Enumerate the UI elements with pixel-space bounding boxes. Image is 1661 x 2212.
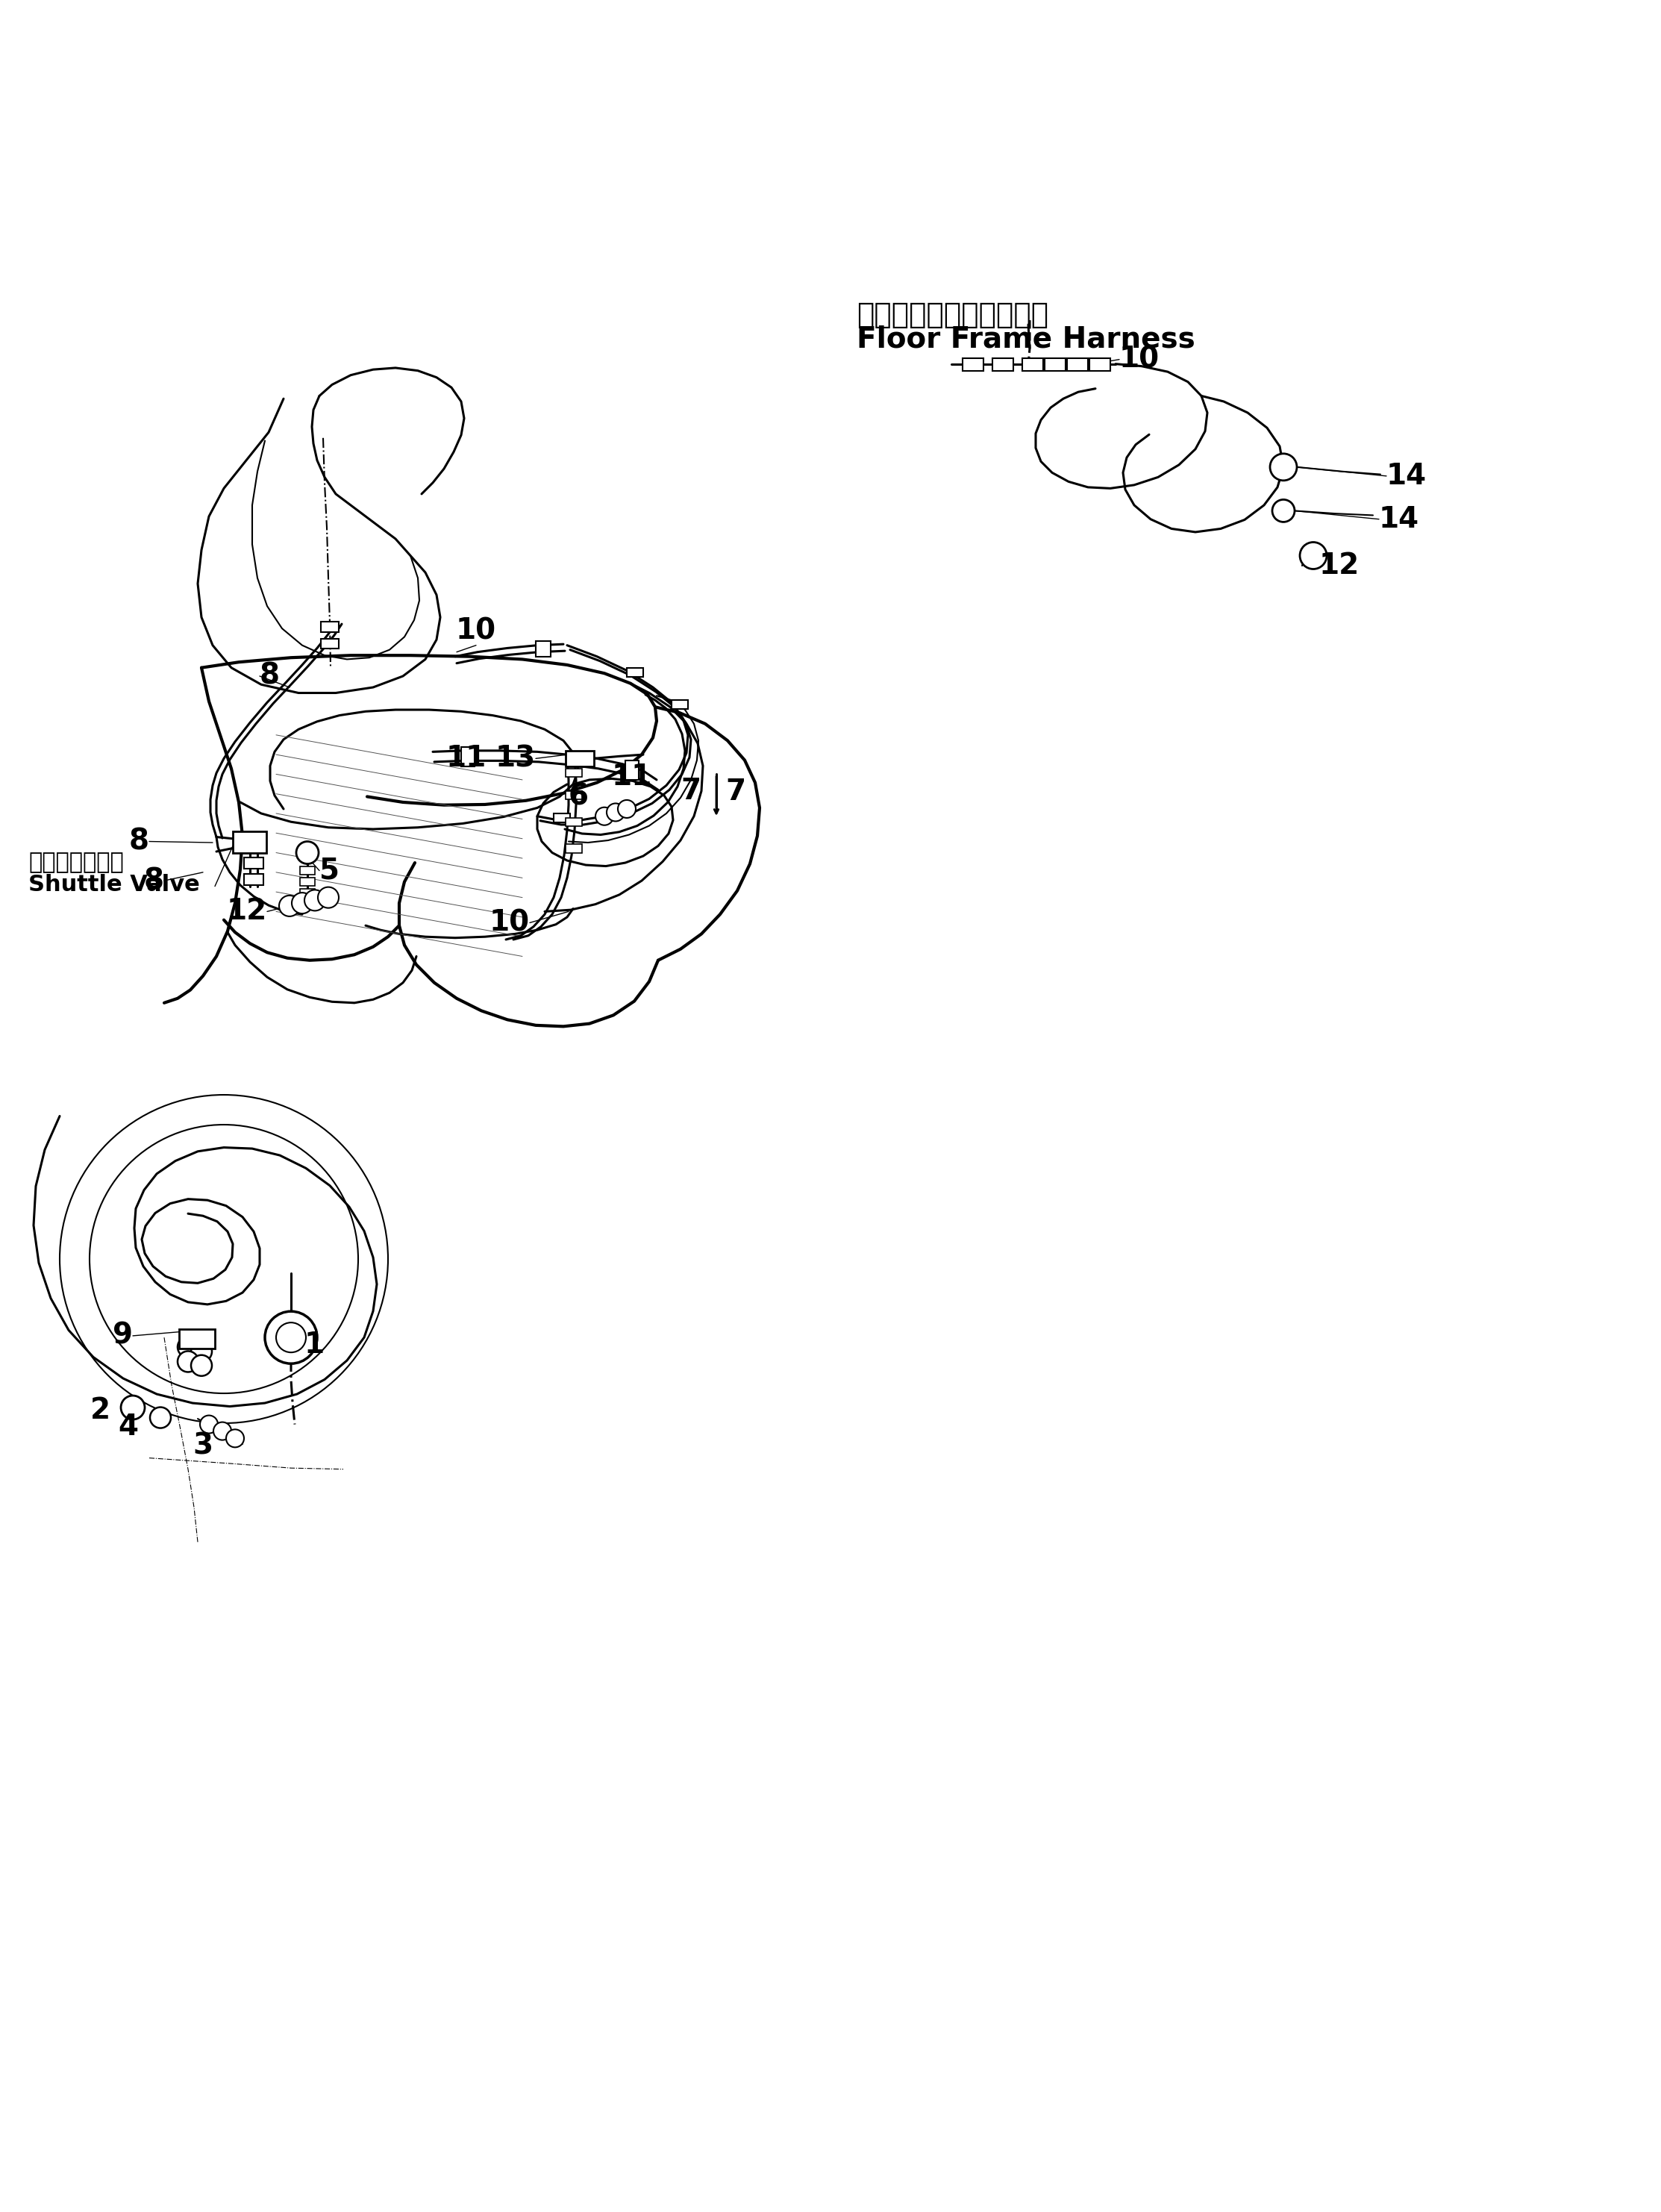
Bar [1090, 358, 1110, 372]
Text: Shuttle Valve: Shuttle Valve [28, 874, 199, 896]
Bar [566, 750, 595, 765]
Text: 4: 4 [118, 1413, 138, 1442]
Circle shape [178, 1352, 198, 1371]
Circle shape [595, 807, 613, 825]
Circle shape [1272, 500, 1294, 522]
Circle shape [292, 894, 312, 914]
Text: 3: 3 [193, 1431, 213, 1460]
Bar [671, 701, 688, 710]
Bar [963, 358, 983, 372]
Bar [321, 639, 339, 648]
Bar [179, 1329, 214, 1349]
Circle shape [317, 887, 339, 907]
Circle shape [1301, 542, 1327, 568]
Text: 5: 5 [319, 856, 339, 885]
Circle shape [121, 1396, 145, 1420]
Bar [301, 878, 316, 885]
Bar [566, 768, 581, 776]
Circle shape [191, 1356, 213, 1376]
Text: 11: 11 [611, 763, 653, 792]
Text: 8: 8 [130, 827, 149, 856]
Text: 7: 7 [681, 776, 701, 805]
Text: Floor Frame Harness: Floor Frame Harness [857, 325, 1196, 354]
Text: 12: 12 [226, 898, 267, 925]
Bar [566, 818, 581, 827]
Circle shape [1271, 453, 1297, 480]
Bar [244, 874, 264, 885]
Text: 6: 6 [568, 783, 588, 812]
Bar [301, 867, 316, 874]
Text: 13: 13 [495, 743, 537, 772]
Circle shape [276, 1323, 306, 1352]
Text: 8: 8 [145, 867, 164, 896]
Circle shape [199, 1416, 218, 1433]
Text: フロアフレームハーネス: フロアフレームハーネス [857, 301, 1048, 330]
Circle shape [304, 889, 326, 911]
Text: 2: 2 [90, 1396, 110, 1425]
Bar [537, 641, 551, 657]
Text: 7: 7 [726, 779, 746, 807]
Text: 8: 8 [259, 661, 279, 690]
Text: 9: 9 [113, 1321, 133, 1349]
Bar [1022, 358, 1043, 372]
Bar [566, 792, 581, 799]
Bar [1045, 358, 1066, 372]
Bar [625, 761, 639, 781]
Bar [233, 832, 266, 852]
Text: 10: 10 [490, 909, 530, 938]
Text: 11: 11 [447, 743, 487, 772]
Bar [1066, 358, 1088, 372]
Text: 1: 1 [304, 1332, 324, 1358]
Circle shape [264, 1312, 317, 1363]
Circle shape [296, 841, 319, 865]
Bar [992, 358, 1013, 372]
Bar [321, 622, 339, 633]
Text: 14: 14 [1387, 462, 1427, 491]
Text: 10: 10 [1120, 345, 1159, 374]
Text: 12: 12 [1319, 551, 1360, 580]
Bar [553, 814, 570, 823]
Circle shape [226, 1429, 244, 1447]
Bar [301, 889, 316, 896]
Circle shape [618, 801, 636, 818]
Circle shape [279, 896, 301, 916]
Circle shape [178, 1336, 198, 1358]
Text: 10: 10 [455, 617, 497, 646]
Bar [244, 858, 264, 869]
Circle shape [191, 1340, 213, 1363]
Text: 14: 14 [1379, 504, 1420, 533]
Bar [462, 748, 475, 765]
Circle shape [149, 1407, 171, 1429]
Text: シャトルバルブ: シャトルバルブ [28, 852, 123, 874]
Circle shape [606, 803, 625, 821]
Bar [626, 668, 643, 677]
Circle shape [213, 1422, 231, 1440]
Bar [566, 845, 581, 852]
